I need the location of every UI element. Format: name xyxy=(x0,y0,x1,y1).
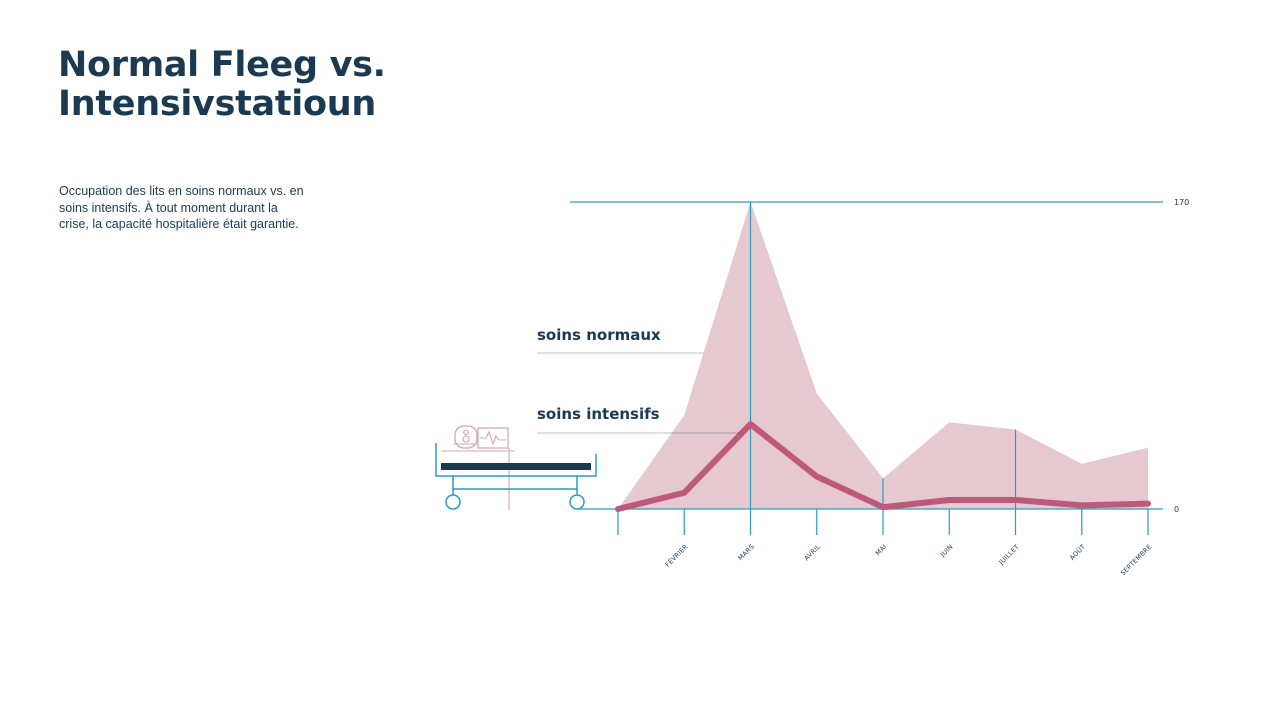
line-point-intensive-3 xyxy=(814,473,820,479)
line-point-intensive-1 xyxy=(681,490,687,496)
line-point-intensive-6 xyxy=(1013,497,1018,503)
x-label-février: FÉVRIER xyxy=(663,542,690,569)
bed-frame xyxy=(435,443,597,477)
area-layer xyxy=(618,202,1148,509)
hospital-bed-icon xyxy=(435,425,597,510)
x-label-mai: MAI xyxy=(874,543,889,558)
title-line-2: Intensivstatioun xyxy=(58,84,376,124)
bed-mattress xyxy=(441,463,591,470)
title-line-1: Normal Fleeg vs. xyxy=(58,45,386,85)
line-point-intensive-5 xyxy=(946,497,952,503)
legend-intensive: soins intensifs xyxy=(537,405,740,434)
chart-description: Occupation des lits en soins normaux vs.… xyxy=(59,184,304,231)
page-title: Normal Fleeg vs. Intensivstatioun xyxy=(58,46,518,124)
area-soins-normaux xyxy=(618,202,1148,509)
series-label-intensive: soins intensifs xyxy=(537,405,660,423)
bed-wheel-left xyxy=(445,494,461,510)
line-point-intensive-4 xyxy=(880,504,886,510)
x-label-août: AOÛT xyxy=(1067,542,1087,562)
x-label-juin: JUIN xyxy=(938,543,954,559)
legend-normal: soins normaux xyxy=(537,326,704,354)
y-label-min: 0 xyxy=(1174,505,1179,514)
x-label-avril: AVRIL xyxy=(803,543,823,563)
line-layer xyxy=(615,421,1151,512)
heart-monitor-frame xyxy=(477,427,509,449)
line-point-intensive-0 xyxy=(615,506,621,512)
emphasis-lines-layer xyxy=(749,202,1017,509)
x-label-mars: MARS xyxy=(736,543,755,562)
line-point-intensive-8 xyxy=(1145,501,1151,507)
bed-monitor-screen xyxy=(454,425,478,449)
line-point-intensive-7 xyxy=(1079,502,1085,508)
bed-base xyxy=(452,476,578,490)
y-label-max: 170 xyxy=(1174,198,1189,207)
heartbeat-line xyxy=(480,430,506,446)
bed-wheel-right xyxy=(569,494,585,510)
x-label-septembre: SEPTEMBRE xyxy=(1119,543,1153,577)
x-label-juillet: JUILLET xyxy=(997,543,1021,567)
bed-monitor-knob-top xyxy=(463,429,469,436)
series-label-normal: soins normaux xyxy=(537,326,661,344)
bed-monitor-knob-bottom xyxy=(462,435,470,443)
line-point-intensive-2 xyxy=(748,421,753,427)
heart-monitor-icon xyxy=(477,427,509,449)
axis-layer: 0 170 FÉVRIER MARS AVRIL MAI JUIN JUILLET AOÛT SE… xyxy=(570,198,1189,577)
